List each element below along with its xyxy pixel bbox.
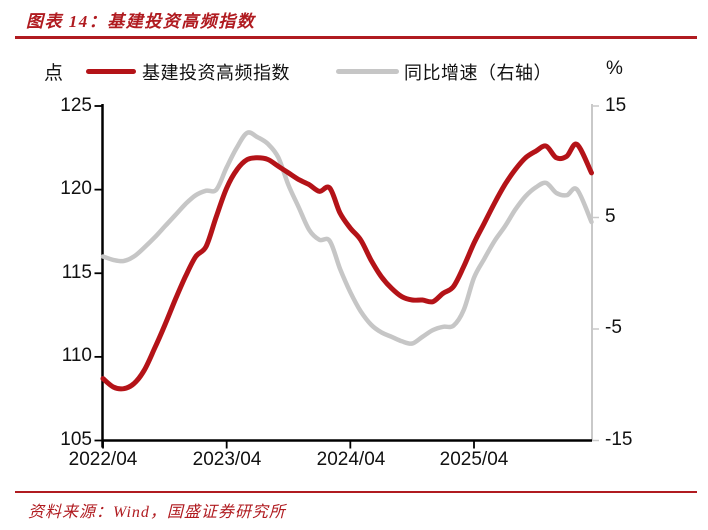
right-axis-tick-label: 15: [605, 95, 627, 116]
left-axis-tick-label: 115: [61, 262, 92, 283]
legend-label-yoy: 同比增速（右轴）: [404, 63, 552, 83]
left-axis-tick-label: 110: [61, 345, 92, 366]
x-axis-tick-label: 2025/04: [439, 449, 509, 470]
source-text: 资料来源：Wind，国盛证券研究所: [28, 504, 286, 521]
left-axis-tick-label: 105: [60, 429, 92, 450]
x-axis-tick-label: 2022/04: [68, 449, 138, 470]
x-axis-tick-label: 2023/04: [192, 449, 262, 470]
legend-line-swatch-index: [86, 69, 136, 74]
right-axis-tick-label: -5: [605, 317, 622, 338]
figure-title: 图表 14：基建投资高频指数: [26, 12, 256, 31]
x-axis-tick-label: 2024/04: [316, 449, 386, 470]
source-divider-line: [15, 491, 697, 493]
right-axis-unit-label: %: [606, 58, 623, 79]
left-axis-tick-label: 125: [60, 95, 92, 116]
right-axis-tick-label: -15: [605, 429, 633, 450]
title-divider-line: [15, 36, 697, 39]
legend-label-index: 基建投资高频指数: [142, 63, 290, 83]
left-axis-unit-label: 点: [44, 63, 64, 84]
left-axis-tick-label: 120: [60, 178, 92, 199]
right-axis-tick-label: 5: [605, 206, 616, 227]
legend-line-swatch-yoy: [336, 69, 399, 74]
